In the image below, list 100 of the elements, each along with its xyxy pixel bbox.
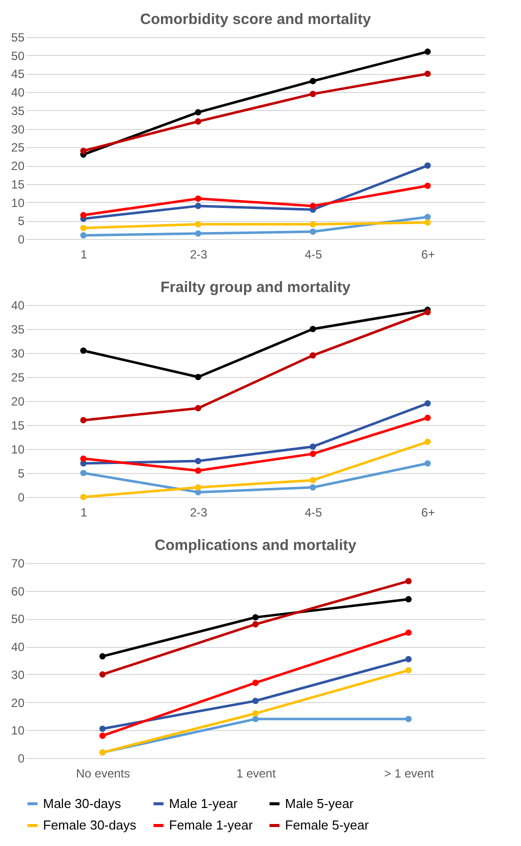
x-tick-label: 6+ [421, 506, 435, 520]
y-tick-label: 55 [11, 30, 25, 44]
x-tick-label: 2-3 [190, 248, 208, 262]
legend-label: Male 30-days [43, 796, 122, 811]
x-tick-label: 1 [80, 248, 88, 262]
legend-label: Female 5-year [285, 818, 370, 832]
x-tick-label: 4-5 [304, 248, 322, 262]
y-tick-label: 30 [11, 122, 25, 136]
point [310, 78, 316, 84]
point [194, 230, 202, 237]
point [405, 629, 412, 636]
y-tick-label: 10 [11, 442, 25, 456]
x-tick-label: No events [76, 766, 130, 780]
y-tick-label: 35 [11, 104, 25, 118]
y-tick-label: 0 [18, 490, 25, 504]
y-tick-label: 70 [11, 556, 25, 570]
point [194, 109, 202, 116]
point [424, 414, 431, 421]
point [424, 214, 431, 220]
legend-label: Female 1-year [169, 818, 254, 832]
x-tick-label: 1 [80, 506, 88, 520]
point [194, 484, 202, 491]
y-tick-label: 10 [11, 724, 25, 738]
chart-title: Comorbidity score and mortality [140, 11, 372, 28]
point [424, 400, 431, 407]
point [405, 667, 412, 674]
legend-label: Male 5-year [285, 796, 354, 811]
point [80, 212, 87, 218]
y-tick-label: 5 [18, 214, 25, 228]
point [405, 596, 412, 602]
y-tick-label: 20 [11, 394, 25, 408]
point [405, 716, 412, 722]
point [194, 202, 202, 210]
y-tick-label: 40 [11, 298, 25, 312]
y-tick-label: 40 [11, 640, 25, 654]
point [310, 450, 316, 457]
point [80, 232, 87, 238]
point [194, 405, 202, 412]
point [252, 614, 259, 620]
point [252, 621, 259, 628]
point [405, 578, 412, 584]
point [310, 352, 316, 359]
point [80, 494, 87, 500]
x-tick-label: 6+ [421, 248, 435, 262]
y-tick-label: 20 [11, 696, 25, 710]
y-tick-label: 15 [11, 177, 25, 192]
point [424, 70, 431, 77]
point [310, 443, 316, 450]
point [424, 182, 431, 189]
point [424, 438, 431, 445]
y-tick-label: 20 [11, 159, 25, 174]
point [80, 470, 87, 476]
point [99, 732, 106, 739]
y-tick-label: 15 [11, 418, 25, 432]
y-tick-label: 0 [18, 752, 25, 766]
point [99, 653, 106, 660]
point [80, 148, 87, 154]
point [310, 484, 316, 491]
point [252, 710, 259, 717]
point [424, 460, 431, 467]
point [310, 202, 316, 210]
point [80, 347, 87, 354]
x-tick-label: 1 event [236, 766, 276, 780]
point [424, 162, 431, 169]
y-tick-label: 40 [11, 86, 25, 100]
y-tick-label: 30 [11, 346, 25, 360]
point [424, 48, 431, 55]
point [424, 309, 431, 316]
x-tick-label: 2-3 [190, 506, 208, 520]
point [99, 671, 106, 678]
y-tick-label: 5 [18, 466, 25, 480]
chart-title: Frailty group and mortality [160, 279, 352, 296]
y-tick-label: 25 [11, 140, 25, 155]
point [80, 224, 87, 232]
point [194, 458, 202, 464]
point [80, 455, 87, 462]
point [99, 726, 106, 732]
y-tick-label: 10 [11, 196, 25, 210]
point [194, 221, 202, 228]
x-tick-label: > 1 event [384, 766, 435, 780]
y-tick-label: 0 [18, 232, 25, 246]
y-tick-label: 25 [11, 370, 25, 384]
x-tick-label: 4-5 [304, 506, 322, 520]
point [310, 477, 316, 484]
point [310, 326, 316, 332]
point [194, 195, 202, 202]
point [310, 228, 316, 235]
y-tick-label: 60 [11, 584, 25, 598]
point [252, 680, 259, 686]
legend-label: Male 1-year [169, 796, 238, 811]
point [80, 417, 87, 424]
legend-label: Female 30-days [43, 818, 137, 832]
point [252, 698, 259, 704]
y-tick-label: 35 [11, 322, 25, 336]
point [194, 374, 202, 380]
point [252, 716, 259, 722]
chart-title: Complications and mortality [154, 537, 357, 554]
y-tick-label: 30 [11, 668, 25, 682]
y-tick-label: 45 [11, 67, 25, 82]
point [194, 118, 202, 125]
